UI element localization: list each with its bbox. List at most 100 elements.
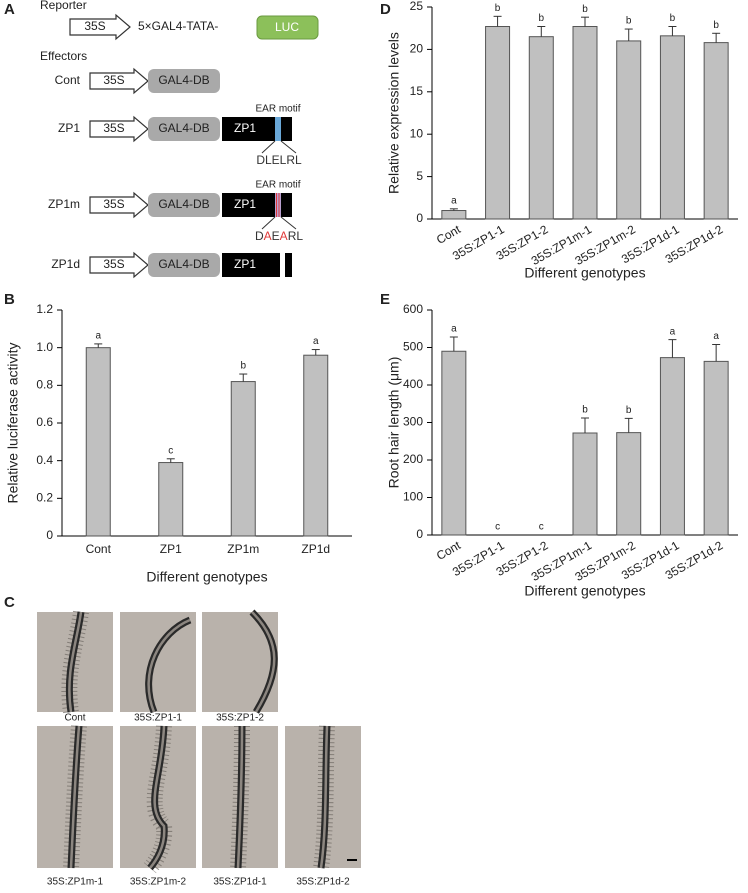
x-tick-label: ZP1m (227, 542, 259, 556)
gal4-label: GAL4-DB (158, 121, 209, 135)
y-tick-label: 1.2 (36, 302, 53, 316)
motif-leader (261, 216, 276, 230)
bar (85, 347, 111, 537)
zp1-tail (285, 253, 292, 277)
significance-letter: b (582, 405, 588, 416)
y-tick-label: 500 (403, 340, 423, 354)
significance-letter: a (670, 326, 676, 337)
significance-letter: a (451, 195, 457, 206)
y-tick-label: 600 (403, 302, 423, 316)
effector-name: Cont (55, 73, 81, 87)
zp1-box (222, 193, 292, 217)
promoter-arrow (89, 251, 149, 279)
motif-leader (261, 140, 276, 154)
bar (659, 35, 685, 220)
promoter-label: 35S (84, 19, 105, 33)
y-tick-label: 10 (410, 126, 424, 140)
photo-background (120, 612, 196, 712)
y-tick-label: 1.0 (36, 340, 53, 354)
gal4-box (148, 69, 220, 93)
zp1-label: ZP1 (234, 257, 256, 271)
y-tick-label: 20 (410, 42, 424, 56)
significance-letter: c (168, 445, 173, 456)
significance-letter: b (582, 4, 588, 15)
promoter-arrow (89, 67, 149, 95)
root-core (149, 725, 166, 869)
y-tick-label: 0.4 (36, 453, 53, 467)
root-core (251, 611, 276, 713)
root-photo (37, 610, 113, 714)
x-tick-label: ZP1d (301, 542, 330, 556)
significance-letter: c (539, 522, 544, 533)
significance-letter: b (495, 3, 501, 14)
panel-label: C (4, 594, 15, 611)
y-tick-label: 0 (416, 527, 423, 541)
bar (572, 26, 598, 220)
significance-letter: a (313, 336, 319, 347)
panel-label: A (4, 1, 15, 18)
root-core (69, 725, 81, 869)
promoter-label: 35S (103, 197, 124, 211)
bar (158, 462, 184, 537)
bar (703, 360, 729, 536)
gal4-box (148, 117, 220, 141)
x-tick-label: Cont (434, 538, 464, 563)
motif-leader (280, 216, 297, 230)
y-axis-label: Root hair length (μm) (386, 357, 402, 489)
root-photo (285, 725, 361, 870)
y-tick-label: 0.8 (36, 378, 53, 392)
gal4-label: GAL4-DB (158, 257, 209, 271)
ear-stripe (275, 117, 281, 141)
bar (485, 26, 511, 220)
effector-name: ZP1m (48, 197, 80, 211)
motif-label: EAR motif (255, 180, 300, 191)
luc-label: LUC (275, 20, 299, 34)
motif-label: EAR motif (255, 104, 300, 115)
bar (659, 357, 685, 536)
y-tick-label: 0 (416, 211, 423, 225)
motif-sequence: DAEARL (255, 229, 303, 243)
root-core (68, 611, 83, 713)
root-photo (120, 612, 196, 714)
x-tick-label: Cont (86, 542, 112, 556)
bar (703, 42, 729, 220)
motif-sequence: DLELRL (256, 153, 302, 167)
motif-part: A (264, 229, 272, 243)
root-photo (120, 725, 196, 874)
significance-letter: b (713, 20, 719, 31)
y-tick-label: 400 (403, 377, 423, 391)
bar (230, 381, 256, 537)
effectors-heading: Effectors (40, 49, 87, 63)
promoter-label: 35S (103, 257, 124, 271)
gal4-box (148, 193, 220, 217)
zp1-label: ZP1 (234, 121, 256, 135)
bar (441, 350, 467, 536)
root-core (147, 618, 191, 713)
photo-caption: Cont (64, 713, 85, 724)
gal4-box (148, 253, 220, 277)
y-tick-label: 300 (403, 415, 423, 429)
zp1-box (222, 117, 292, 141)
significance-letter: a (713, 331, 719, 342)
promoter-arrow (89, 191, 149, 219)
ear-stripe (275, 193, 281, 217)
y-axis-label: Relative luciferase activity (5, 342, 21, 503)
y-axis-label: Relative expression levels (386, 32, 402, 194)
significance-letter: c (495, 522, 500, 533)
effector-name: ZP1d (51, 257, 80, 271)
significance-letter: b (670, 13, 676, 24)
photo-caption: 35S:ZP1-2 (216, 713, 264, 724)
root-photo (202, 609, 278, 714)
significance-letter: b (626, 405, 632, 416)
y-tick-label: 15 (410, 84, 424, 98)
motif-part: A (280, 229, 288, 243)
effector-name: ZP1 (58, 121, 80, 135)
y-tick-label: 5 (416, 169, 423, 183)
motif-part: RL (288, 229, 304, 243)
significance-letter: b (539, 13, 545, 24)
root-photo (202, 725, 278, 869)
photo-caption: 35S:ZP1d-2 (296, 877, 350, 888)
panel-label: B (4, 291, 15, 308)
bar (441, 210, 467, 220)
